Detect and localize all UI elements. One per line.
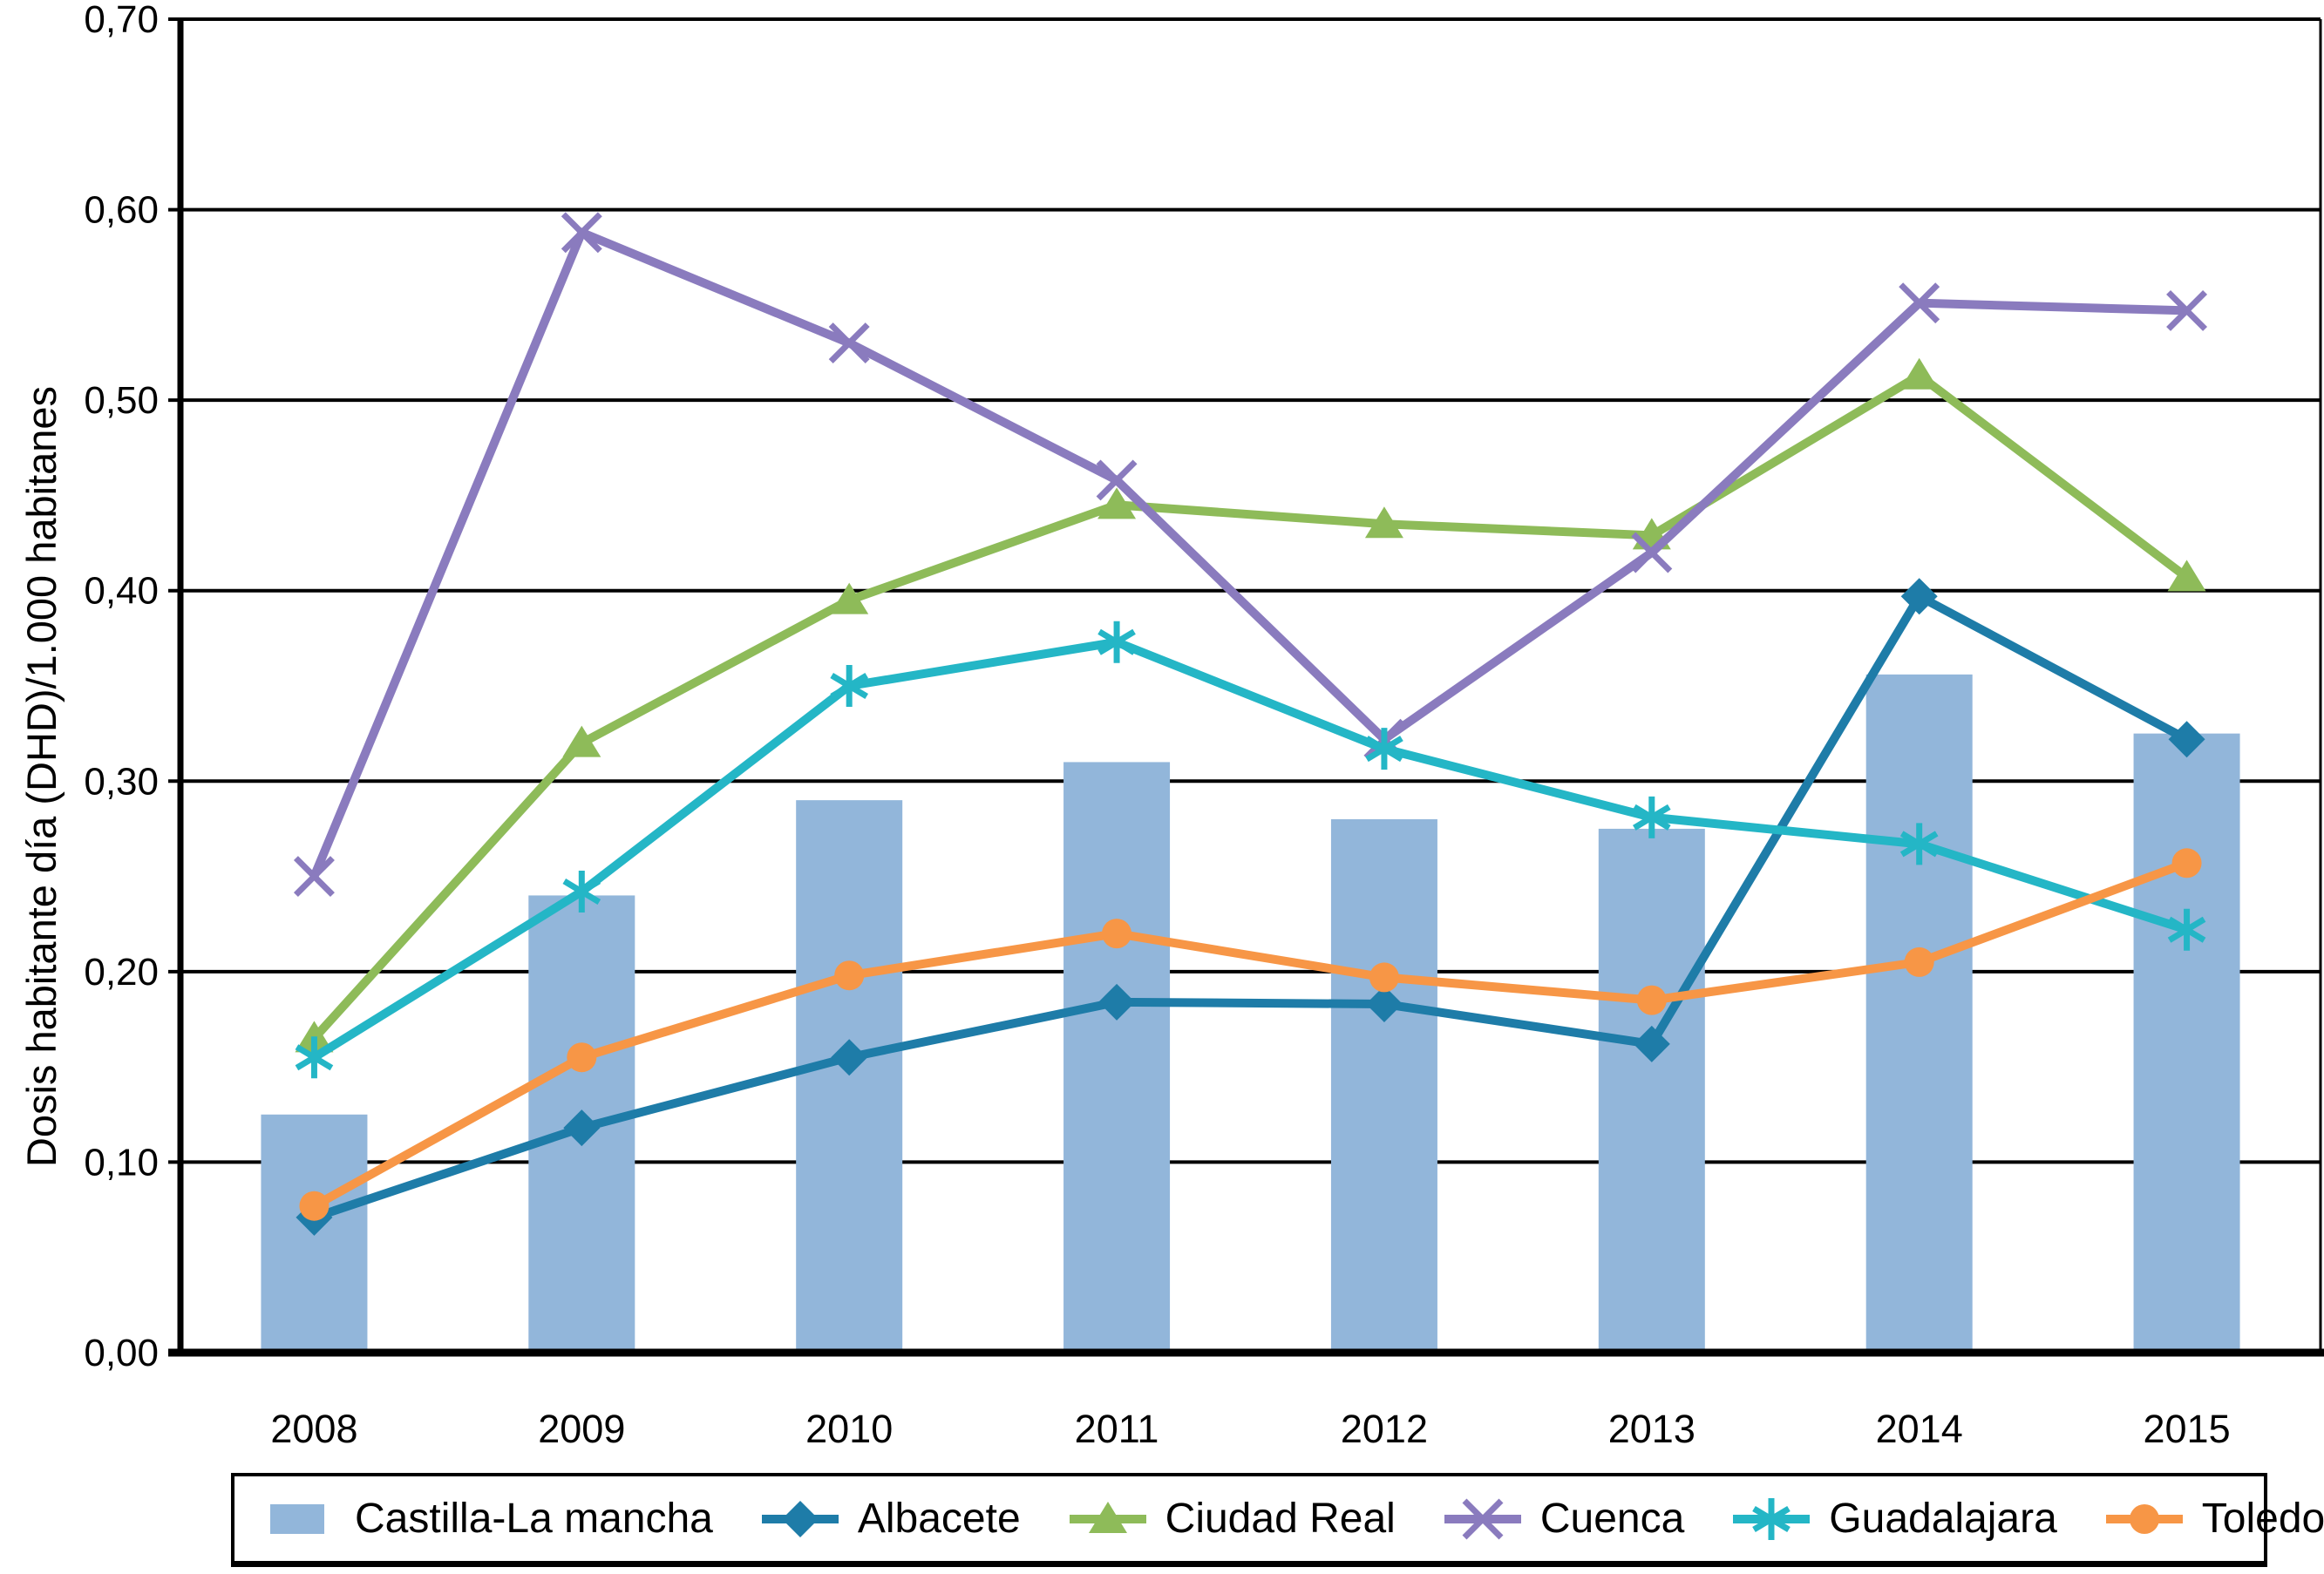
legend-label: Cuenca bbox=[1539, 1496, 1685, 1542]
y-tick-label: 0,20 bbox=[84, 951, 159, 994]
triangle-marker-icon bbox=[1069, 1501, 1146, 1533]
diamond-marker-icon bbox=[761, 1500, 839, 1537]
asterisk-marker-icon bbox=[1733, 1497, 1811, 1540]
y-tick-label: 0,10 bbox=[84, 1141, 159, 1184]
legend-item-toledo: Toledo bbox=[2104, 1495, 2324, 1543]
legend-label: Castilla-La mancha bbox=[355, 1496, 713, 1542]
circle-marker-icon bbox=[2105, 1503, 2183, 1534]
series-cuenca bbox=[293, 212, 2208, 898]
bar-2010 bbox=[796, 800, 903, 1353]
line-series bbox=[293, 212, 2208, 1236]
axis-labels: 0,00 0,10 0,20 0,30 0,40 0,50 0,60 0,70 2008 2009… bbox=[84, 0, 2230, 1451]
legend-item-cuenca: Cuenca bbox=[1443, 1495, 1684, 1543]
gridlines bbox=[168, 17, 2321, 1354]
x-tick-label: 2015 bbox=[2144, 1407, 2231, 1451]
y-tick-label: 0,70 bbox=[84, 0, 159, 41]
bar-2013 bbox=[1598, 828, 1705, 1353]
series-toledo bbox=[299, 848, 2202, 1221]
bar-swatch-icon bbox=[270, 1503, 324, 1534]
y-tick-label: 0,40 bbox=[84, 570, 159, 613]
y-tick-label: 0,00 bbox=[84, 1332, 159, 1374]
legend-label: Ciudad Real bbox=[1165, 1496, 1396, 1542]
legend-item-ciudad-real: Ciudad Real bbox=[1068, 1495, 1396, 1543]
x-marker-icon bbox=[1444, 1498, 1521, 1539]
y-tick-label: 0,30 bbox=[84, 760, 159, 803]
legend-item-guadalajara: Guadalajara bbox=[1731, 1495, 2057, 1543]
x-tick-label: 2010 bbox=[805, 1407, 893, 1451]
legend-item-albacete: Albacete bbox=[760, 1495, 1021, 1543]
x-tick-label: 2014 bbox=[1876, 1407, 1963, 1451]
x-tick-label: 2011 bbox=[1075, 1407, 1159, 1451]
legend-label: Toledo bbox=[2201, 1496, 2324, 1542]
axes bbox=[168, 17, 2324, 1357]
bar-2012 bbox=[1330, 819, 1437, 1353]
legend-label: Albacete bbox=[857, 1496, 1021, 1542]
x-tick-label: 2009 bbox=[538, 1407, 625, 1451]
x-tick-label: 2008 bbox=[270, 1407, 357, 1451]
series-guadalajara bbox=[295, 621, 2206, 1079]
legend: Castilla-La mancha Albacete Ciudad Real … bbox=[231, 1473, 2324, 1567]
legend-label: Guadalajara bbox=[1829, 1496, 2057, 1542]
x-tick-label: 2013 bbox=[1608, 1407, 1695, 1451]
series-albacete bbox=[296, 578, 2205, 1236]
legend-item-castilla-la-mancha: Castilla-La mancha bbox=[257, 1495, 713, 1543]
y-tick-label: 0,50 bbox=[84, 379, 159, 422]
bar-2015 bbox=[2133, 733, 2240, 1353]
x-tick-label: 2012 bbox=[1341, 1407, 1428, 1451]
y-axis-title: Dosis habitante día (DHD)/1.000 habitane… bbox=[18, 385, 65, 1168]
bar-2014 bbox=[1865, 674, 1973, 1353]
bar-2011 bbox=[1063, 762, 1171, 1353]
bar-series bbox=[261, 674, 2240, 1353]
y-tick-label: 0,60 bbox=[84, 189, 159, 232]
